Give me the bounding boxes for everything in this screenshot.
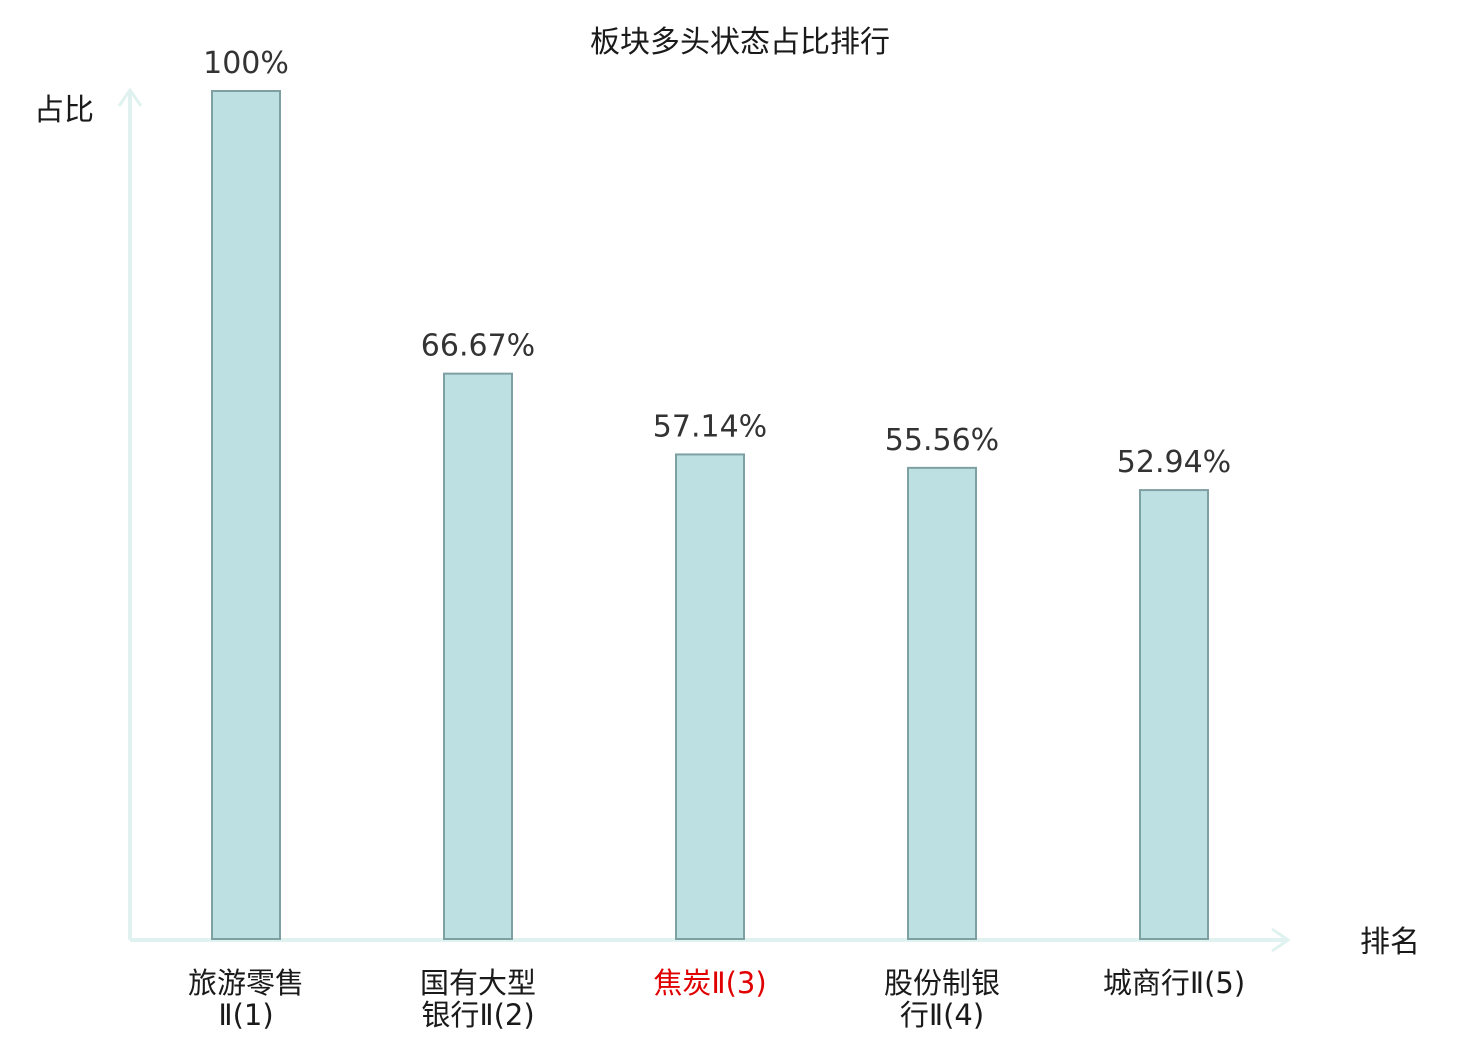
category-labels: 旅游零售Ⅱ(1) 国有大型银行Ⅱ(2) 焦炭Ⅱ(3) 股份制银行Ⅱ(4) 城商行Ⅱ(5)	[188, 966, 1245, 1032]
y-axis-title: 占比	[34, 93, 94, 128]
category-label-5: 城商行Ⅱ(5)	[1103, 966, 1245, 1000]
bar-5	[1140, 490, 1208, 939]
value-label-1: 100%	[203, 46, 289, 81]
category-label-4-line-2: 行Ⅱ(4)	[900, 998, 984, 1032]
category-label-2-line-1: 国有大型	[420, 966, 536, 1000]
category-label-1-line-1: 旅游零售	[188, 966, 304, 1000]
value-label-4: 55.56%	[885, 423, 999, 458]
category-label-4: 股份制银行Ⅱ(4)	[884, 966, 1000, 1032]
category-label-1-line-2: Ⅱ(1)	[218, 998, 273, 1032]
category-label-2: 国有大型银行Ⅱ(2)	[420, 966, 536, 1032]
category-label-2-line-2: 银行Ⅱ(2)	[421, 998, 534, 1032]
category-label-4-line-1: 股份制银	[884, 966, 1000, 1000]
category-label-1: 旅游零售Ⅱ(1)	[188, 966, 304, 1032]
bar-1	[212, 91, 280, 939]
bar-3	[676, 454, 744, 939]
category-label-3: 焦炭Ⅱ(3)	[653, 966, 766, 1000]
bar-2	[444, 374, 512, 939]
value-label-2: 66.67%	[421, 329, 535, 364]
category-label-3-line-1: 焦炭Ⅱ(3)	[653, 966, 766, 1000]
bar-4	[908, 468, 976, 939]
value-labels: 100% 66.67% 57.14% 55.56% 52.94%	[203, 46, 1231, 480]
bars	[212, 91, 1208, 939]
category-label-5-line-1: 城商行Ⅱ(5)	[1103, 966, 1245, 1000]
x-axis-title: 排名	[1360, 925, 1420, 960]
chart-title: 板块多头状态占比排行	[590, 25, 890, 60]
value-label-5: 52.94%	[1117, 445, 1231, 480]
value-label-3: 57.14%	[653, 409, 767, 444]
